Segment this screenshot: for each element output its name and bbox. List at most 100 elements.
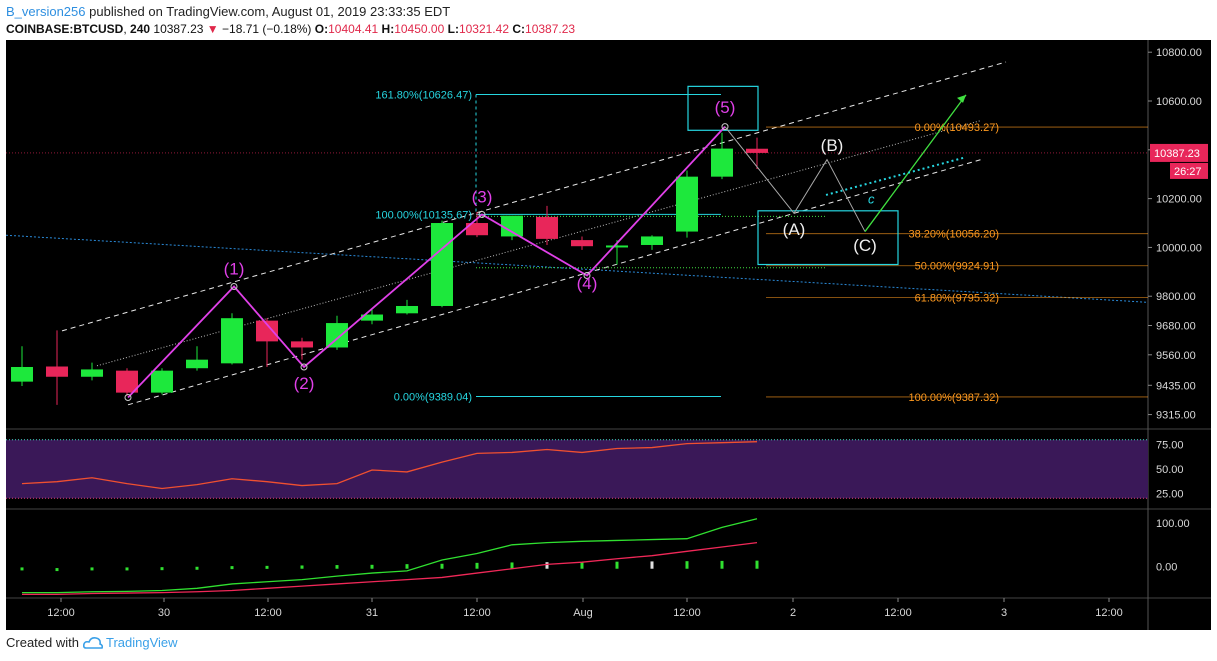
- fib-orange-label: 0.00%(10493.27): [915, 122, 999, 134]
- wave-node: [583, 271, 591, 279]
- interval: 240: [130, 22, 151, 36]
- candle-body: [641, 236, 663, 245]
- trendline-dotted-blue: [6, 234, 1149, 303]
- fib-orange-label: 50.00%(9924.91): [915, 261, 999, 273]
- open-label: O:: [314, 22, 329, 36]
- oscillator-histogram-bar: [405, 564, 409, 569]
- target-box-5: [687, 85, 759, 131]
- chart-canvas[interactable]: 10800.0010600.0010400.0010200.0010000.00…: [6, 40, 1211, 630]
- x-tick-label: 12:00: [1095, 607, 1123, 619]
- wave-node: [124, 393, 132, 401]
- rsi-tick-label: 25.00: [1156, 488, 1184, 500]
- y-tick-label: 10200.00: [1156, 194, 1202, 206]
- candle-body: [81, 369, 103, 377]
- y-tick-label: 10600.00: [1156, 96, 1202, 108]
- oscillator-tick-label: 100.00: [1156, 518, 1190, 530]
- correction-label: (A): [783, 220, 806, 239]
- wave-label: (3): [472, 187, 493, 206]
- candle-body: [571, 240, 593, 247]
- candle-body: [466, 223, 488, 236]
- wave-label: (4): [577, 274, 598, 293]
- publish-line: B_version256 published on TradingView.co…: [6, 4, 450, 19]
- small-c-label: c: [868, 191, 875, 206]
- teal-dotted-trend: [825, 156, 967, 196]
- low-label: L:: [447, 22, 459, 36]
- x-tick-label: 12:00: [884, 607, 912, 619]
- candle-body: [746, 148, 768, 153]
- y-tick-label: 9800.00: [1156, 291, 1196, 303]
- oscillator-histogram-bar: [300, 565, 304, 569]
- wave-node: [300, 363, 308, 371]
- fib-orange-label: 100.00%(9387.32): [908, 392, 999, 404]
- rsi-tick-label: 75.00: [1156, 440, 1184, 452]
- y-tick-label: 9560.00: [1156, 350, 1196, 362]
- fib-teal-label: 161.80%(10626.47): [375, 90, 472, 102]
- fib-orange-label: 61.80%(9795.32): [915, 292, 999, 304]
- last-price-box: [1150, 143, 1208, 162]
- countdown-label: 26:27: [1174, 166, 1202, 178]
- candle-body: [711, 148, 733, 177]
- author-link[interactable]: B_version256: [6, 4, 86, 19]
- created-with-label: Created with: [6, 635, 79, 650]
- candle-body: [11, 366, 33, 382]
- y-tick-label: 9315.00: [1156, 410, 1196, 422]
- tradingview-cloud-icon: [82, 637, 103, 649]
- target-box-abc: [757, 210, 899, 266]
- x-tick-label: 12:00: [673, 607, 701, 619]
- y-tick-label: 10000.00: [1156, 242, 1202, 254]
- x-tick-label: 30: [158, 607, 170, 619]
- wave-node: [721, 123, 729, 131]
- wave-node: [478, 210, 486, 218]
- candle-body: [116, 370, 138, 393]
- oscillator-slow-line: [22, 541, 758, 596]
- fib-teal-label: 0.00%(9389.04): [394, 392, 472, 404]
- oscillator-histogram-bar: [195, 566, 199, 570]
- x-tick-label: Aug: [573, 607, 593, 619]
- footer: Created with TradingView: [6, 635, 178, 650]
- oscillator-histogram-bar: [580, 561, 584, 569]
- correction-path: [724, 126, 866, 232]
- correction-label: (B): [821, 136, 844, 155]
- rsi-line: [21, 441, 758, 490]
- x-tick-label: 3: [1001, 607, 1007, 619]
- y-tick-label: 10800.00: [1156, 47, 1202, 59]
- candle-body: [676, 176, 698, 232]
- symbol-line: COINBASE:BTCUSD, 240 10387.23 ▼ −18.71 (…: [6, 22, 576, 36]
- channel-lower-line: [127, 159, 982, 406]
- x-tick-label: 12:00: [47, 607, 75, 619]
- correction-label: (C): [853, 236, 877, 255]
- candle-body: [186, 359, 208, 369]
- candle-body: [291, 341, 313, 348]
- oscillator-histogram-bar: [230, 566, 234, 570]
- projection-arrow-line: [864, 94, 967, 232]
- projection-arrowhead-icon: [957, 94, 966, 103]
- y-tick-label: 9435.00: [1156, 380, 1196, 392]
- candle-body: [606, 245, 628, 248]
- oscillator-histogram-bar: [160, 567, 164, 571]
- symbol-name[interactable]: COINBASE:BTCUSD: [6, 22, 124, 36]
- countdown-box: [1170, 162, 1208, 179]
- oscillator-histogram-bar: [265, 565, 269, 569]
- oscillator-histogram-bar: [720, 560, 724, 569]
- oscillator-histogram-bar: [685, 561, 689, 569]
- tradingview-brand[interactable]: TradingView: [106, 635, 178, 650]
- rsi-band: [6, 439, 1148, 499]
- high-label: H:: [381, 22, 395, 36]
- low-value: 10321.42: [458, 22, 509, 36]
- oscillator-histogram-bar: [615, 561, 619, 569]
- candle-body: [46, 366, 68, 377]
- oscillator-histogram-bar: [90, 567, 94, 571]
- candle-body: [151, 370, 173, 393]
- high-value: 10450.00: [394, 22, 445, 36]
- elliott-wave-path: [127, 126, 726, 399]
- channel-upper-line: [61, 61, 1007, 332]
- oscillator-histogram-bar: [650, 561, 654, 569]
- candle-body: [361, 314, 383, 321]
- x-tick-label: 31: [366, 607, 378, 619]
- close-value: 10387.23: [525, 22, 576, 36]
- fib-orange-label: 38.20%(10056.20): [908, 229, 999, 241]
- x-tick-label: 2: [790, 607, 796, 619]
- x-tick-label: 12:00: [463, 607, 491, 619]
- candle-body: [396, 305, 418, 314]
- last-price: 10387.23: [153, 22, 204, 36]
